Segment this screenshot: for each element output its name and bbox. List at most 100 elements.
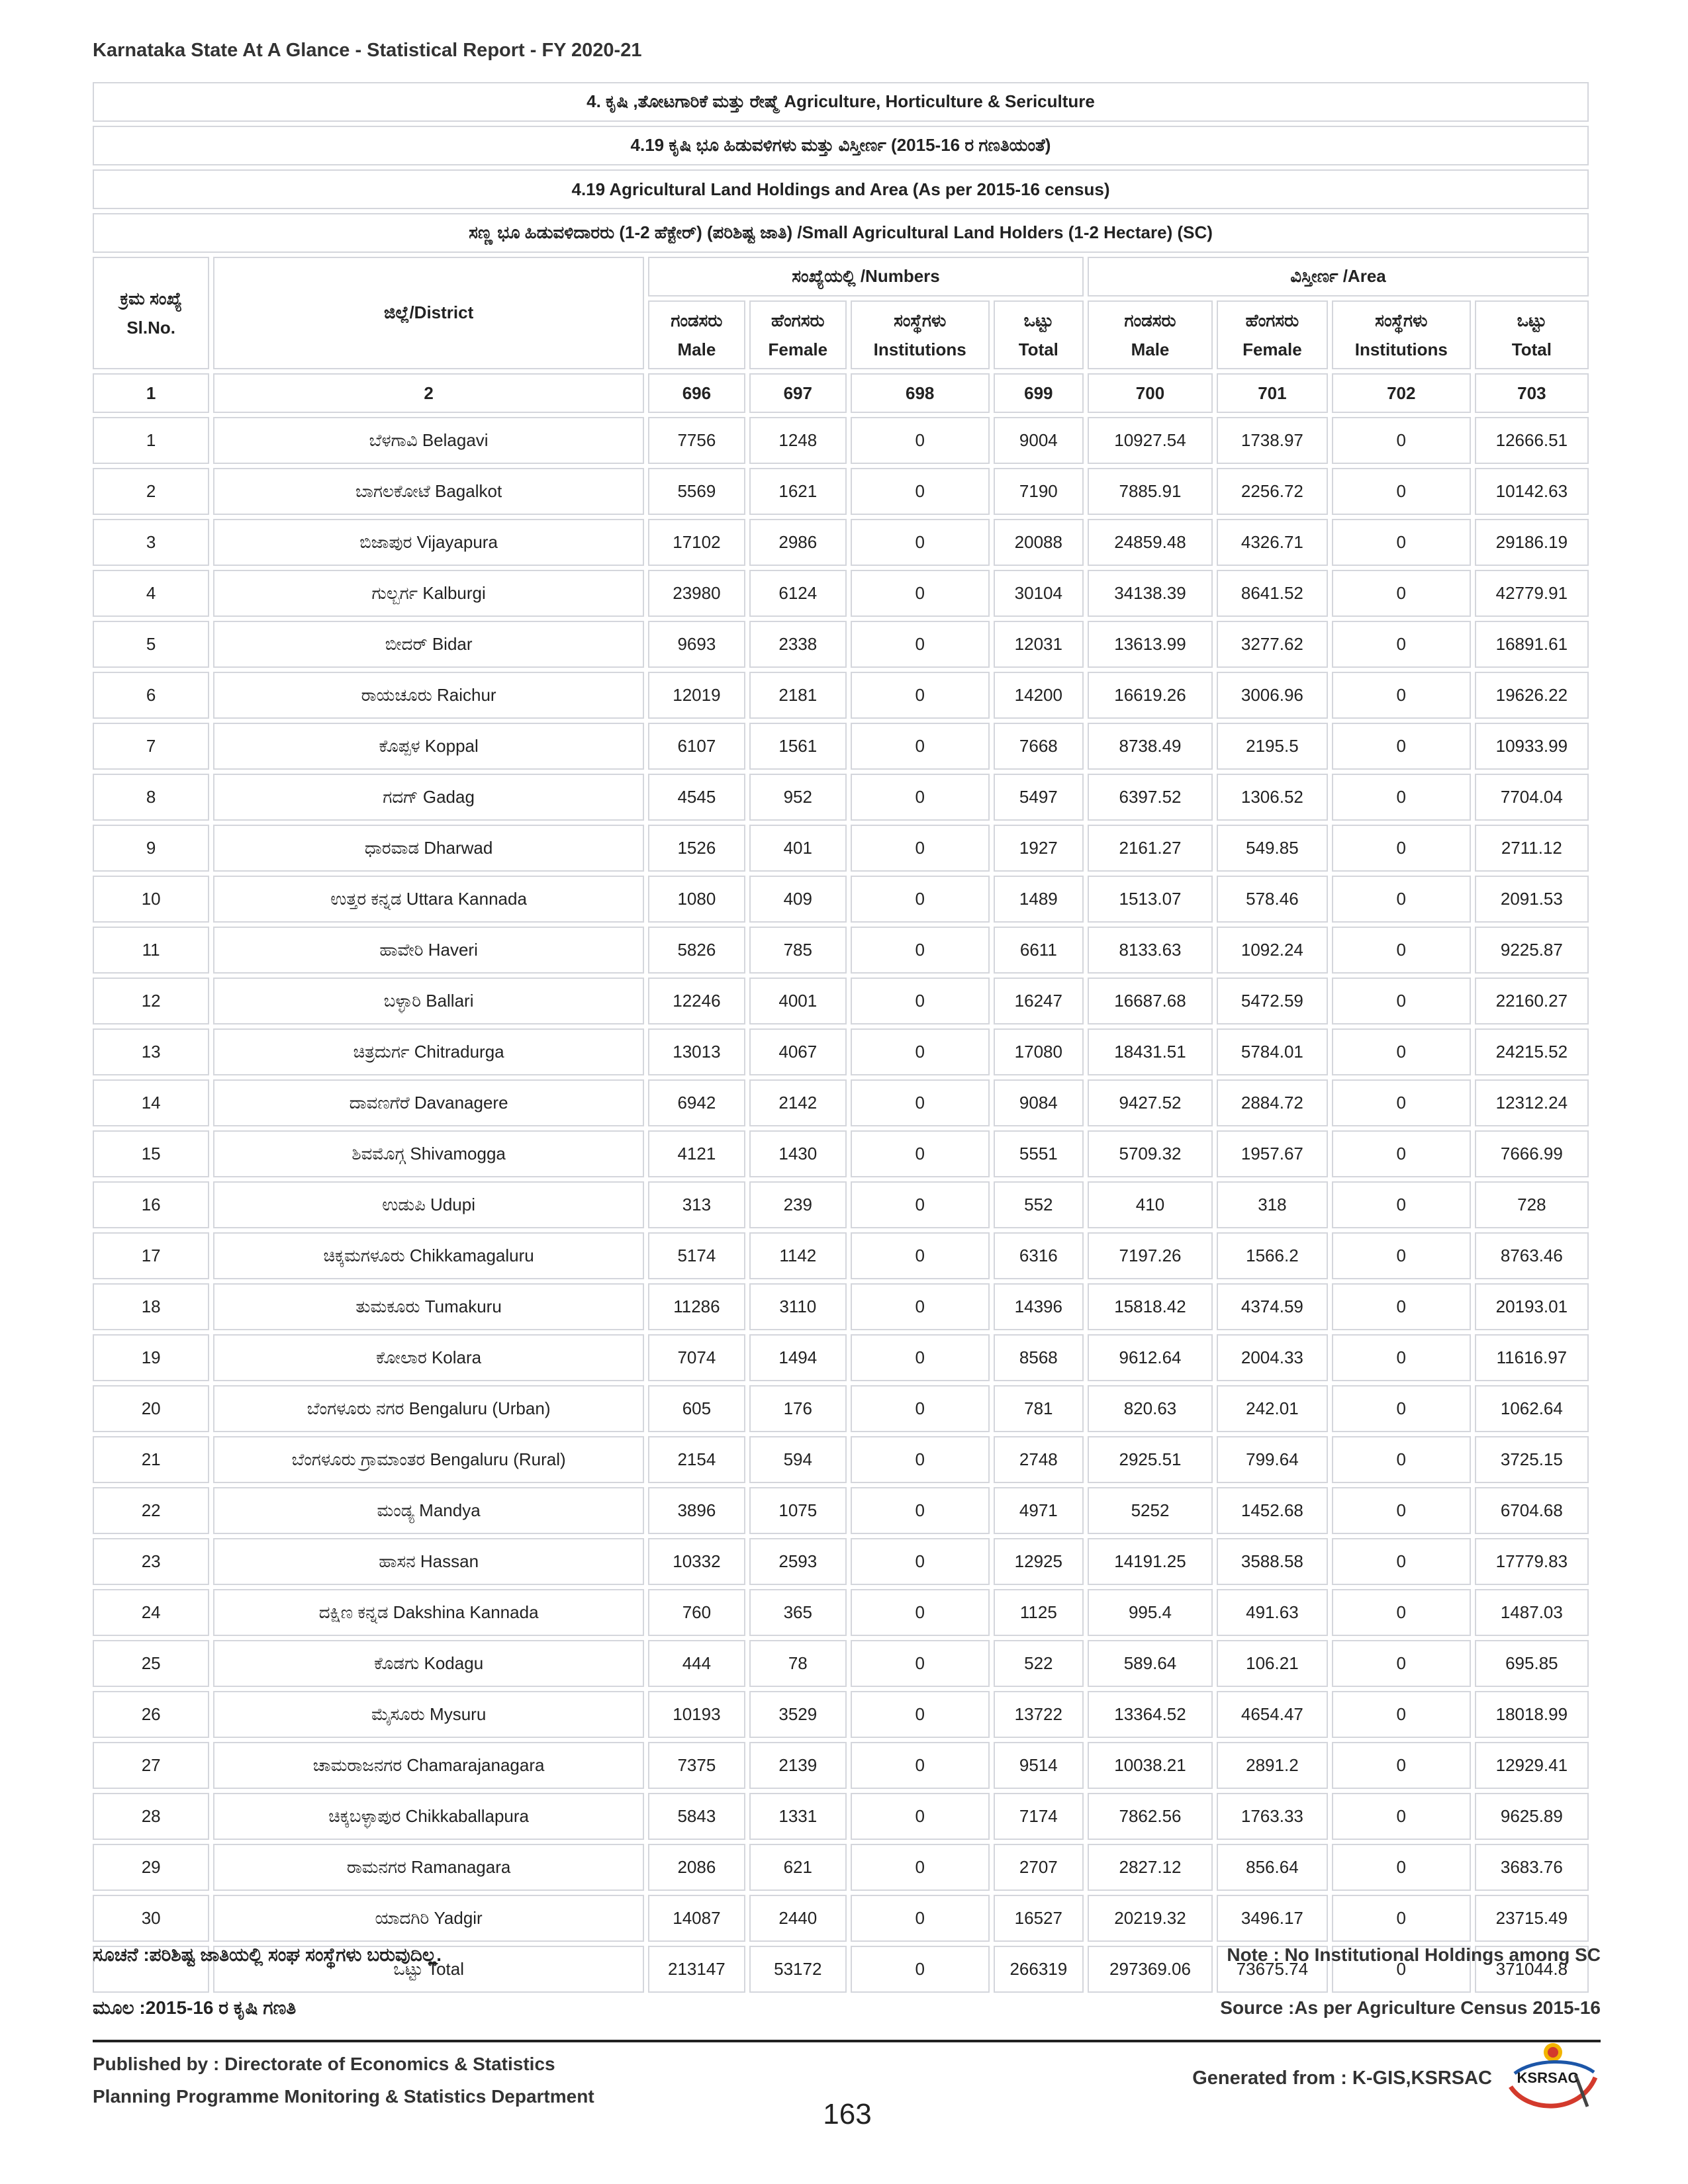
page-number: 163 bbox=[823, 2098, 872, 2130]
subheader-label-kn: ಗಂಡಸರು bbox=[1124, 310, 1176, 330]
cell-value: 20088 bbox=[993, 519, 1084, 566]
cell-value: 856.64 bbox=[1216, 1844, 1328, 1891]
cell-value: 0 bbox=[850, 1538, 990, 1585]
cell-value: 13013 bbox=[647, 1028, 745, 1075]
subheader-label-en: Total bbox=[1018, 340, 1058, 359]
cell-value: 0 bbox=[850, 1640, 990, 1687]
cell-slno: 21 bbox=[93, 1436, 210, 1483]
cell-value: 578.46 bbox=[1216, 876, 1328, 923]
cell-value: 7666.99 bbox=[1474, 1130, 1589, 1177]
cell-slno: 11 bbox=[93, 927, 210, 974]
header-numbers-group: ಸಂಖ್ಯೆಯಲ್ಲಿ /Numbers bbox=[647, 257, 1084, 296]
cell-value: 4121 bbox=[647, 1130, 745, 1177]
cell-value: 14191.25 bbox=[1088, 1538, 1213, 1585]
cell-value: 17779.83 bbox=[1474, 1538, 1589, 1585]
cell-value: 14396 bbox=[993, 1283, 1084, 1330]
cell-value: 594 bbox=[749, 1436, 847, 1483]
cell-value: 73675.74 bbox=[1216, 1946, 1328, 1993]
cell-value: 589.64 bbox=[1088, 1640, 1213, 1687]
cell-value: 5174 bbox=[647, 1232, 745, 1279]
cell-value: 10933.99 bbox=[1474, 723, 1589, 770]
cell-district: ಬೆಂಗಳೂರು ಗ್ರಾಮಾಂತರ Bengaluru (Rural) bbox=[213, 1436, 644, 1483]
cell-value: 30104 bbox=[993, 570, 1084, 617]
cell-value: 242.01 bbox=[1216, 1385, 1328, 1432]
subheader-institutions-area: ಸಂಸ್ಥೆಗಳು Institutions bbox=[1331, 300, 1471, 369]
cell-value: 6107 bbox=[647, 723, 745, 770]
cell-value: 0 bbox=[850, 1028, 990, 1075]
table-subtitle: ಸಣ್ಣ ಭೂ ಹಿಡುವಳಿದಾರರು (1-2 ಹೆಕ್ಟೇರ್) (ಪರಿ… bbox=[93, 213, 1589, 253]
cell-value: 0 bbox=[1331, 774, 1471, 821]
cell-value: 6704.68 bbox=[1474, 1487, 1589, 1534]
cell-value: 9225.87 bbox=[1474, 927, 1589, 974]
cell-district: ಚಿಕ್ಕಮಗಳೂರು Chikkamagaluru bbox=[213, 1232, 644, 1279]
cell-district: ಮೈಸೂರು Mysuru bbox=[213, 1691, 644, 1738]
table-row: 14 ದಾವಣಗೆರೆ Davanagere 6942 2142 0 9084 9427.5… bbox=[93, 1079, 1589, 1126]
subheader-label-en: Male bbox=[1131, 340, 1170, 359]
cell-value: 0 bbox=[850, 1436, 990, 1483]
cell-district: ಶಿವಮೊಗ್ಗ Shivamogga bbox=[213, 1130, 644, 1177]
report-title: Karnataka State At A Glance - Statistica… bbox=[93, 40, 642, 61]
cell-value: 5252 bbox=[1088, 1487, 1213, 1534]
table-row: 9 ಧಾರವಾಡ Dharwad 1526 401 0 1927 2161.27 549.85… bbox=[93, 825, 1589, 872]
cell-value: 1430 bbox=[749, 1130, 847, 1177]
cell-district: ಕೋಲಾರ Kolara bbox=[213, 1334, 644, 1381]
section-title: 4. ಕೃಷಿ ,ತೋಟಗಾರಿಕೆ ಮತ್ತು ರೇಷ್ಮೆ Agricult… bbox=[93, 82, 1589, 122]
cell-slno: 25 bbox=[93, 1640, 210, 1687]
cell-value: 371044.8 bbox=[1474, 1946, 1589, 1993]
column-number: 696 bbox=[647, 373, 745, 413]
table-row: 2 ಬಾಗಲಕೋಟೆ Bagalkot 5569 1621 0 7190 7885.91 22… bbox=[93, 468, 1589, 515]
cell-value: 9004 bbox=[993, 417, 1084, 464]
table-row: 6 ರಾಯಚೂರು Raichur 12019 2181 0 14200 16619.26 3… bbox=[93, 672, 1589, 719]
cell-district: ಗುಲ್ಬರ್ಗ Kalburgi bbox=[213, 570, 644, 617]
header-slno-kn: ಕ್ರಮ ಸಂಖ್ಯೆ bbox=[120, 289, 182, 308]
cell-value: 0 bbox=[850, 978, 990, 1024]
cell-value: 2004.33 bbox=[1216, 1334, 1328, 1381]
cell-value: 0 bbox=[850, 1793, 990, 1840]
cell-value: 9612.64 bbox=[1088, 1334, 1213, 1381]
cell-value: 5826 bbox=[647, 927, 745, 974]
cell-value: 7756 bbox=[647, 417, 745, 464]
cell-value: 0 bbox=[1331, 519, 1471, 566]
cell-value: 0 bbox=[850, 1589, 990, 1636]
cell-slno: 19 bbox=[93, 1334, 210, 1381]
cell-value: 2986 bbox=[749, 519, 847, 566]
header-slno: ಕ್ರಮ ಸಂಖ್ಯೆ Sl.No. bbox=[93, 257, 210, 369]
cell-value: 23980 bbox=[647, 570, 745, 617]
cell-value: 0 bbox=[850, 1079, 990, 1126]
cell-district: ಒಟ್ಟು Total bbox=[213, 1946, 644, 1993]
subheader-total-area: ಒಟ್ಟು Total bbox=[1474, 300, 1589, 369]
cell-value: 7704.04 bbox=[1474, 774, 1589, 821]
cell-value: 1526 bbox=[647, 825, 745, 872]
cell-value: 9693 bbox=[647, 621, 745, 668]
cell-value: 7885.91 bbox=[1088, 468, 1213, 515]
cell-value: 799.64 bbox=[1216, 1436, 1328, 1483]
cell-value: 318 bbox=[1216, 1181, 1328, 1228]
cell-value: 0 bbox=[850, 570, 990, 617]
cell-value: 621 bbox=[749, 1844, 847, 1891]
table-row: 1 ಬೆಳಗಾವಿ Belagavi 7756 1248 0 9004 10927.54 17… bbox=[93, 417, 1589, 464]
table-row: 30 ಯಾದಗಿರಿ Yadgir 14087 2440 0 16527 20219.32 3… bbox=[93, 1895, 1589, 1942]
cell-value: 0 bbox=[1331, 1538, 1471, 1585]
subheader-total-numbers: ಒಟ್ಟು Total bbox=[993, 300, 1084, 369]
cell-district: ರಾಮನಗರ Ramanagara bbox=[213, 1844, 644, 1891]
cell-value: 0 bbox=[850, 1334, 990, 1381]
table-row: 22 ಮಂಡ್ಯ Mandya 3896 1075 0 4971 5252 1452.68 0 6… bbox=[93, 1487, 1589, 1534]
cell-value: 176 bbox=[749, 1385, 847, 1432]
cell-value: 0 bbox=[850, 1946, 990, 1993]
table-row: 21 ಬೆಂಗಳೂರು ಗ್ರಾಮಾಂತರ Bengaluru (Rural) 21… bbox=[93, 1436, 1589, 1483]
subheader-label-en: Institutions bbox=[873, 340, 966, 359]
cell-value: 20219.32 bbox=[1088, 1895, 1213, 1942]
cell-value: 7375 bbox=[647, 1742, 745, 1789]
cell-value: 0 bbox=[850, 1487, 990, 1534]
table-row: 29 ರಾಮನಗರ Ramanagara 2086 621 0 2707 2827.12 85… bbox=[93, 1844, 1589, 1891]
cell-value: 1142 bbox=[749, 1232, 847, 1279]
cell-slno: 6 bbox=[93, 672, 210, 719]
cell-slno: 9 bbox=[93, 825, 210, 872]
table-row: 18 ತುಮಕೂರು Tumakuru 11286 3110 0 14396 15818.4… bbox=[93, 1283, 1589, 1330]
cell-value: 12929.41 bbox=[1474, 1742, 1589, 1789]
cell-value: 785 bbox=[749, 927, 847, 974]
cell-slno: 12 bbox=[93, 978, 210, 1024]
cell-value: 1331 bbox=[749, 1793, 847, 1840]
cell-slno: 30 bbox=[93, 1895, 210, 1942]
cell-slno: 2 bbox=[93, 468, 210, 515]
